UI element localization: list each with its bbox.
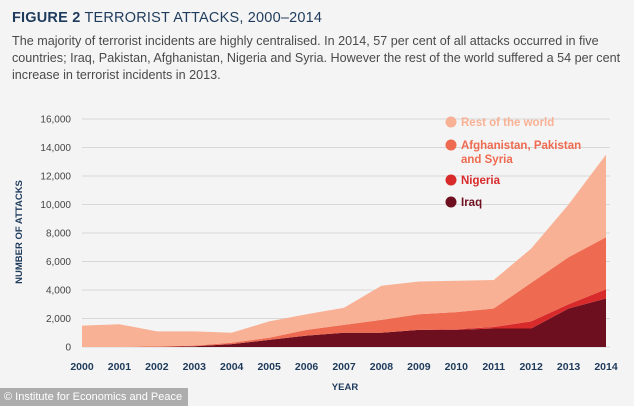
figure-title-text: TERRORIST ATTACKS, 2000–2014 <box>84 10 323 26</box>
x-tick-label: 2006 <box>295 361 319 373</box>
legend-swatch-iraq <box>445 196 457 208</box>
x-tick-label: 2007 <box>332 361 356 373</box>
y-axis-label: NUMBER OF ATTACKS <box>14 180 25 284</box>
y-tick-labels: 0 2,000 4,000 6,000 8,000 10,000 12,000 14,000 1… <box>40 115 71 354</box>
figure-label: FIGURE 2 <box>12 10 81 26</box>
y-tick-label: 8,000 <box>46 229 71 240</box>
x-tick-label: 2002 <box>145 361 169 373</box>
x-tick-label: 2004 <box>220 361 244 373</box>
chart-areas <box>82 154 606 347</box>
y-tick-label: 10,000 <box>40 200 71 211</box>
x-axis-label: YEAR <box>332 382 359 393</box>
x-tick-label: 2005 <box>257 361 281 373</box>
area-series-afghanistan-pakistan-and-syria <box>82 237 606 347</box>
source-caption: © Institute for Economics and Peace <box>0 388 189 406</box>
y-tick-label: 6,000 <box>46 257 71 268</box>
x-tick-label: 2014 <box>594 361 618 373</box>
x-tick-label: 2009 <box>407 361 431 373</box>
y-tick-label: 16,000 <box>40 115 71 126</box>
x-tick-label: 2010 <box>445 361 469 373</box>
y-tick-label: 4,000 <box>46 286 71 297</box>
legend-label-afghanistan-pakistan-and-syria: Afghanistan, Pakistan and Syria <box>461 140 581 166</box>
y-tick-label: 14,000 <box>40 143 71 154</box>
x-tick-label: 2013 <box>557 361 581 373</box>
x-tick-label: 2001 <box>108 361 132 373</box>
legend-label-iraq: Iraq <box>461 197 482 209</box>
legend-swatch-nigeria <box>445 174 457 186</box>
figure-title: FIGURE 2 TERRORIST ATTACKS, 2000–2014 <box>12 10 322 26</box>
legend-swatch-rest-of-the-world <box>445 116 457 128</box>
x-tick-label: 2011 <box>482 361 505 373</box>
legend-label-nigeria: Nigeria <box>461 175 501 187</box>
y-tick-label: 12,000 <box>40 172 71 183</box>
area-series-rest-of-the-world <box>82 154 606 347</box>
legend: Rest of the world Afghanistan, Pakistan an… <box>445 116 581 209</box>
x-tick-label: 2003 <box>183 361 207 373</box>
y-tick-label: 0 <box>65 343 71 354</box>
area-series-iraq <box>82 298 606 347</box>
x-tick-labels: 2000 2001 2002 2003 2004 2005 2006 2007 2008 2009… <box>70 361 618 373</box>
y-tick-label: 2,000 <box>46 314 71 325</box>
legend-label-rest-of-the-world: Rest of the world <box>461 117 554 129</box>
x-tick-label: 2008 <box>370 361 394 373</box>
legend-swatch-afghanistan-pakistan-and-syria <box>445 139 457 151</box>
x-tick-label: 2000 <box>70 361 94 373</box>
x-tick-label: 2012 <box>519 361 543 373</box>
figure-description: The majority of terrorist incidents are … <box>12 34 621 82</box>
